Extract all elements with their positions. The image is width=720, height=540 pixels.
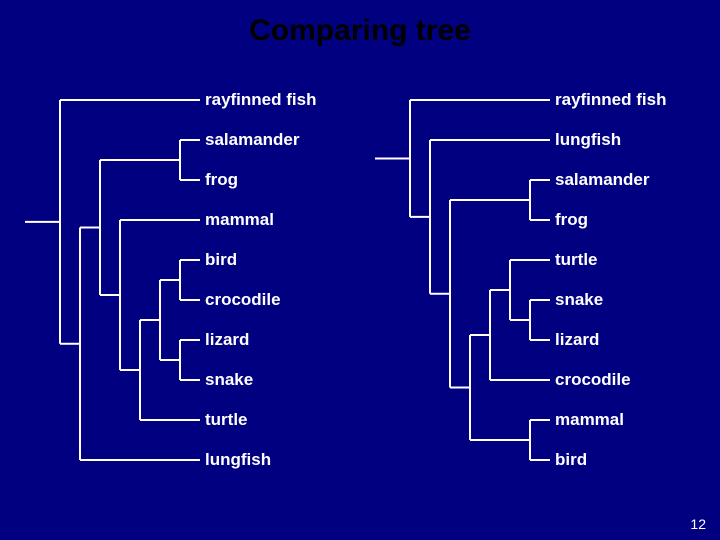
right-taxon-6: lizard xyxy=(555,330,599,350)
right-taxon-1: lungfish xyxy=(555,130,621,150)
left-taxon-7: snake xyxy=(205,370,253,390)
slide-number: 12 xyxy=(690,516,706,532)
slide-title: Comparing tree xyxy=(0,0,720,48)
left-taxon-1: salamander xyxy=(205,130,300,150)
right-taxon-9: bird xyxy=(555,450,587,470)
right-taxon-2: salamander xyxy=(555,170,650,190)
right-taxon-0: rayfinned fish xyxy=(555,90,666,110)
left-taxon-0: rayfinned fish xyxy=(205,90,316,110)
right-tree: rayfinned fish lungfish salamander frog turt… xyxy=(370,90,710,490)
right-taxon-3: frog xyxy=(555,210,588,230)
left-taxon-9: lungfish xyxy=(205,450,271,470)
right-taxon-8: mammal xyxy=(555,410,624,430)
left-taxon-6: lizard xyxy=(205,330,249,350)
left-taxon-4: bird xyxy=(205,250,237,270)
left-tree: rayfinned fish salamander frog mammal bird cr… xyxy=(20,90,360,490)
right-taxon-7: crocodile xyxy=(555,370,631,390)
left-taxon-5: crocodile xyxy=(205,290,281,310)
left-taxon-2: frog xyxy=(205,170,238,190)
right-taxon-5: snake xyxy=(555,290,603,310)
right-taxon-4: turtle xyxy=(555,250,598,270)
left-taxon-3: mammal xyxy=(205,210,274,230)
left-taxon-8: turtle xyxy=(205,410,248,430)
